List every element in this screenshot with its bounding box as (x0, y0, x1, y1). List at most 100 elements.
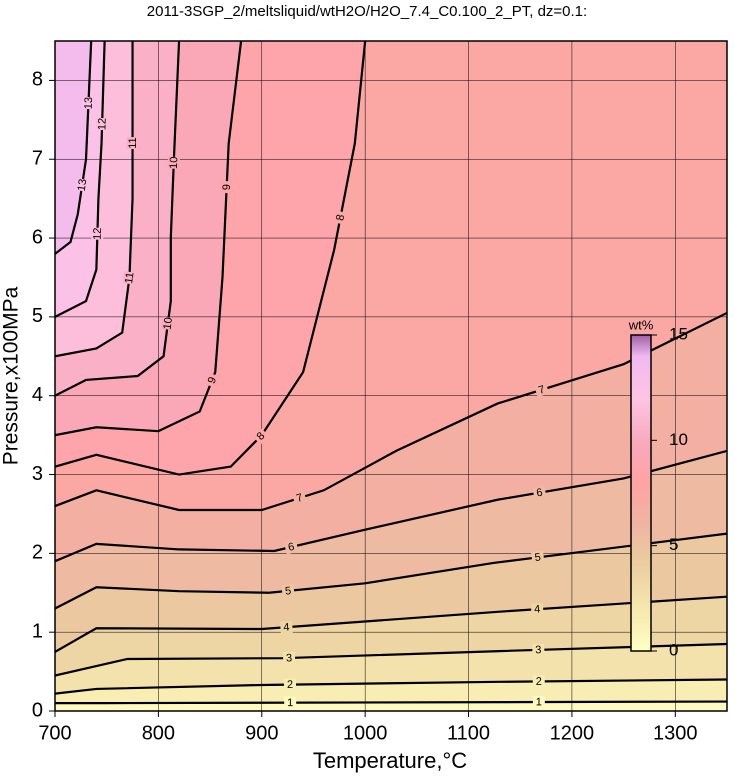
contour-label: 10 (168, 156, 180, 169)
contour-line (55, 311, 727, 512)
contour-label-box (220, 180, 233, 194)
contour-label: 9 (221, 184, 233, 191)
colorbar-tick-label: 0 (669, 640, 678, 659)
y-axis-label: Pressure,x100MPa (0, 286, 23, 465)
y-tick-label: 3 (32, 463, 43, 485)
contour-label: 9 (206, 375, 219, 385)
contour-label: 1 (536, 696, 542, 708)
y-tick-label: 0 (32, 699, 43, 721)
y-tick-label: 6 (32, 226, 43, 248)
contour-label-group: 10 (161, 316, 175, 331)
x-tick-label: 1300 (653, 722, 698, 744)
contour-line (55, 449, 727, 563)
contour-label-box (122, 271, 137, 285)
contour-label: 12 (96, 118, 108, 131)
contour-label-group: 1 (532, 696, 545, 709)
contour-label-group: 4 (530, 602, 544, 616)
contour-label-box (532, 696, 545, 709)
contour-label-group: 7 (291, 490, 308, 506)
contour-label: 10 (162, 317, 175, 331)
colorbar-tick-label: 15 (669, 324, 688, 343)
contour-label-box (532, 485, 547, 500)
contour-label: 13 (83, 97, 96, 110)
contour-label-box (534, 382, 550, 398)
contour-label: 2 (536, 676, 542, 688)
y-tick-label: 7 (32, 148, 43, 170)
contour-label: 3 (535, 644, 541, 656)
plot-frame (54, 40, 728, 712)
contour-line (55, 41, 243, 437)
contour-label-group: 2 (532, 675, 545, 688)
y-tick-label: 8 (32, 69, 43, 91)
contour-label-group: 9 (204, 372, 220, 389)
contour-label-box (75, 178, 89, 192)
contour-label-group: 4 (280, 620, 293, 634)
contour-label: 6 (287, 541, 296, 554)
contour-label-box (95, 117, 109, 131)
contour-label-group: 6 (532, 485, 547, 500)
contour-label: 11 (127, 137, 139, 148)
contour-label-group: 11 (126, 137, 139, 150)
contour-label: 4 (534, 603, 541, 615)
contour-label-box (204, 372, 220, 389)
contour-label-group: 8 (252, 427, 270, 445)
contour-label-box (280, 620, 293, 634)
x-tick-label: 1200 (550, 722, 595, 744)
contour-label: 7 (295, 492, 304, 505)
contour-label: 2 (287, 679, 293, 691)
contour-label-group: 12 (95, 117, 109, 131)
contour-fills (55, 41, 727, 711)
x-tick-label: 1000 (343, 722, 388, 744)
contour-label: 3 (286, 652, 293, 664)
contour-label-group: 1 (284, 696, 297, 709)
contour-label-box (126, 137, 139, 150)
contour-label-box (291, 490, 308, 506)
contour-label-box (532, 643, 545, 657)
y-tick-label: 2 (32, 542, 43, 564)
contour-label-group: 13 (75, 178, 89, 192)
contour-line (55, 41, 93, 255)
contour-label-box (82, 96, 95, 110)
contour-label-group: 7 (534, 382, 550, 398)
contour-label: 4 (283, 621, 290, 633)
contour-line (55, 595, 727, 653)
contour-label-group: 3 (532, 643, 545, 657)
contour-label-box (91, 227, 104, 240)
contour-line (55, 532, 727, 610)
contour-label: 1 (287, 697, 293, 709)
contour-label-group: 9 (220, 180, 233, 194)
contour-label-box (284, 696, 297, 709)
y-tick-label: 4 (32, 384, 43, 406)
x-axis-label: Temperature,°C (313, 748, 467, 773)
contour-label-box (161, 316, 175, 331)
y-tick-label: 1 (32, 620, 43, 642)
x-tick-label: 700 (38, 722, 71, 744)
contour-label-group: 5 (281, 584, 295, 598)
contour-label-group: 13 (82, 97, 95, 110)
contour-label-group: 6 (284, 539, 299, 555)
contour-label-group: 5 (531, 550, 545, 565)
contour-line (55, 700, 727, 705)
contour-label-group: 11 (122, 271, 137, 285)
contour-label-box (252, 427, 270, 445)
contour-label-box (530, 602, 544, 616)
contour-label-group: 10 (167, 156, 180, 169)
chart-title: 2011-3SGP_2/meltsliquid/wtH2O/H2O_7.4_C0… (147, 3, 587, 20)
contour-label: 7 (537, 384, 546, 397)
contour-label: 5 (534, 551, 542, 564)
colorbar-label: wt% (628, 317, 654, 332)
contour-line (55, 678, 727, 695)
y-tick-label: 5 (32, 305, 43, 327)
contour-label-box (531, 550, 545, 565)
colorbar: wt% 0 5 10 15 (628, 317, 688, 659)
contour-label-box (532, 675, 545, 688)
contour-label-group: 2 (283, 678, 297, 691)
contour-label-group: 3 (282, 651, 296, 665)
contour-label: 6 (536, 487, 544, 500)
x-tick-label: 900 (245, 722, 278, 744)
contour-label-box (282, 651, 296, 665)
